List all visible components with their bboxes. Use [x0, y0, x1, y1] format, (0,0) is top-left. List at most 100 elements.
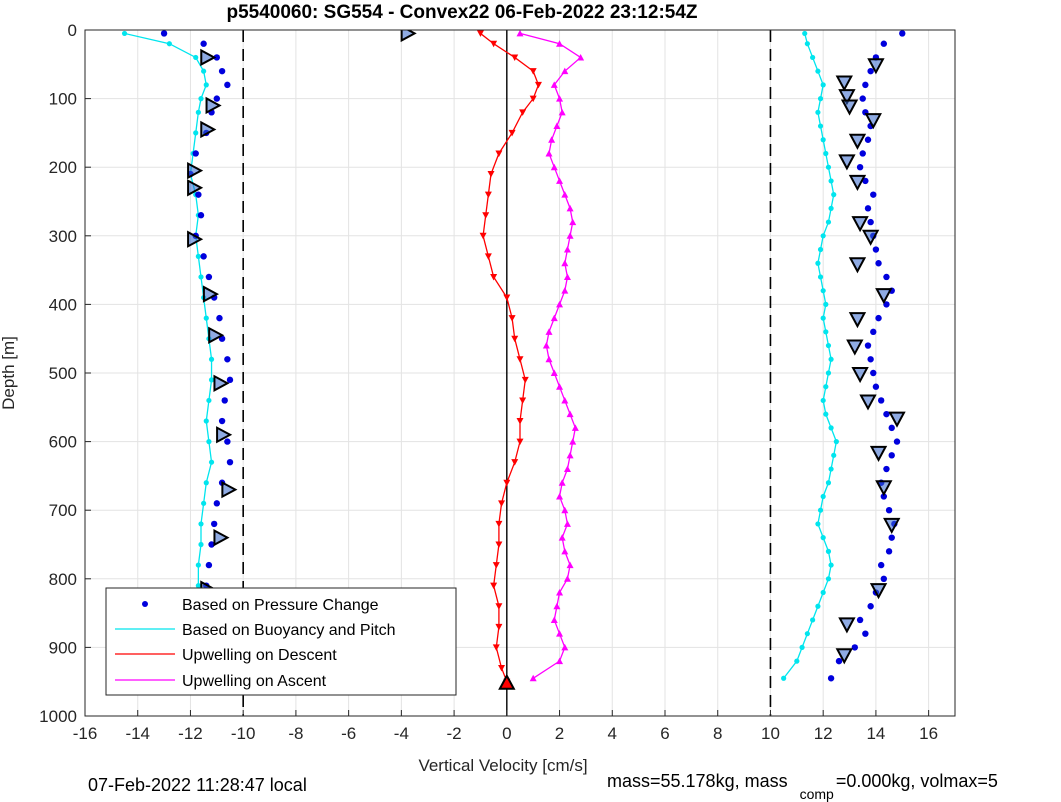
series-point	[885, 548, 893, 555]
series-point	[556, 383, 564, 390]
y-tick-label: 100	[49, 90, 77, 109]
series-point	[823, 411, 829, 417]
series-point	[192, 150, 199, 157]
legend-label: Upwelling on Ascent	[182, 673, 327, 690]
series-point	[210, 520, 218, 528]
ascent-triangle-marker	[875, 288, 893, 305]
series-point	[558, 479, 566, 486]
series-point	[492, 562, 500, 569]
series-point	[883, 465, 890, 473]
series-point	[556, 492, 564, 500]
series-point	[160, 30, 168, 37]
series-point	[511, 335, 519, 343]
series-point	[856, 164, 864, 171]
ascent-triangle-marker	[848, 257, 867, 274]
series-point	[490, 40, 498, 48]
series-point	[851, 644, 859, 651]
series-point	[817, 123, 824, 129]
x-tick-label: 6	[660, 724, 669, 743]
series-point	[213, 54, 221, 61]
x-tick-label: 12	[814, 724, 833, 743]
series-point	[511, 459, 519, 466]
series-point	[563, 273, 571, 280]
series-point	[815, 603, 821, 609]
series-point	[817, 96, 824, 102]
series-point	[198, 541, 204, 548]
descent-triangle-marker	[187, 230, 204, 248]
series-point	[864, 205, 872, 212]
series-point	[556, 40, 564, 47]
series-point	[571, 424, 579, 431]
series-point	[867, 356, 874, 363]
ascent-triangle-marker	[864, 113, 882, 130]
x-tick-label: 16	[919, 724, 938, 743]
series-point	[880, 575, 888, 582]
series-point	[550, 163, 558, 171]
footer-mass-subscript: comp	[799, 786, 834, 802]
series-point	[820, 137, 826, 143]
series-point	[224, 81, 231, 89]
series-point	[195, 191, 202, 198]
series-point	[203, 418, 209, 424]
ascent-triangle-marker	[859, 394, 877, 411]
ascent-triangle-marker	[838, 89, 856, 106]
series-point	[193, 130, 199, 136]
series-point	[195, 562, 201, 568]
series-point	[875, 260, 882, 267]
ascent-triangle-marker	[838, 617, 856, 634]
series-point	[553, 122, 561, 130]
series-point	[226, 458, 234, 466]
series-point	[804, 41, 810, 47]
footer-local-time: 07-Feb-2022 11:28:47 local	[88, 775, 307, 795]
y-tick-label: 200	[49, 158, 77, 177]
series-point	[218, 417, 226, 425]
series-point	[804, 631, 810, 637]
series-point	[859, 150, 866, 157]
series-point	[820, 233, 826, 239]
series-point	[820, 493, 826, 500]
series-point	[516, 356, 524, 363]
y-axis-ticks: 0 100 200 300 400 500 600 700 800 900 1000	[39, 21, 91, 726]
series-point	[479, 232, 487, 240]
ascent-triangle-marker	[867, 58, 885, 75]
x-tick-label: 10	[761, 724, 780, 743]
ascent-triangle-marker	[883, 517, 901, 535]
descent-triangle-marker	[200, 120, 217, 139]
series-point	[864, 136, 872, 143]
series-point	[561, 191, 569, 198]
series-point	[883, 273, 890, 281]
series-point	[566, 410, 574, 418]
ascent-triangle-marker	[848, 133, 867, 150]
series-point	[563, 520, 571, 527]
descent-triangle-marker	[205, 96, 222, 115]
series-point	[828, 356, 834, 362]
series-point	[781, 675, 787, 681]
series-point	[545, 149, 553, 157]
series-point	[550, 314, 558, 322]
series-point	[208, 377, 215, 383]
series-point	[492, 644, 500, 651]
x-tick-label: -8	[288, 724, 303, 743]
series-point	[859, 95, 866, 102]
series-point	[820, 288, 826, 294]
series-point	[569, 218, 577, 226]
ascent-triangle-marker	[851, 216, 869, 233]
series-point	[825, 342, 832, 349]
series-point	[508, 315, 516, 322]
series-point	[825, 219, 832, 225]
series-point	[203, 480, 209, 486]
series-point	[561, 506, 569, 514]
series-point	[883, 301, 890, 308]
series-point	[828, 562, 834, 568]
x-axis-label: Vertical Velocity [cm/s]	[418, 756, 587, 775]
series-point	[208, 541, 215, 548]
series-point	[823, 329, 829, 335]
series-point	[495, 603, 503, 610]
series-point	[121, 30, 128, 37]
footer-mass-text: mass=55.178kg, mass	[607, 771, 788, 791]
series-point	[516, 418, 524, 425]
series-point	[213, 95, 221, 102]
series-point	[880, 493, 888, 500]
series-point	[226, 376, 234, 384]
ascent-triangle-marker	[875, 480, 893, 497]
